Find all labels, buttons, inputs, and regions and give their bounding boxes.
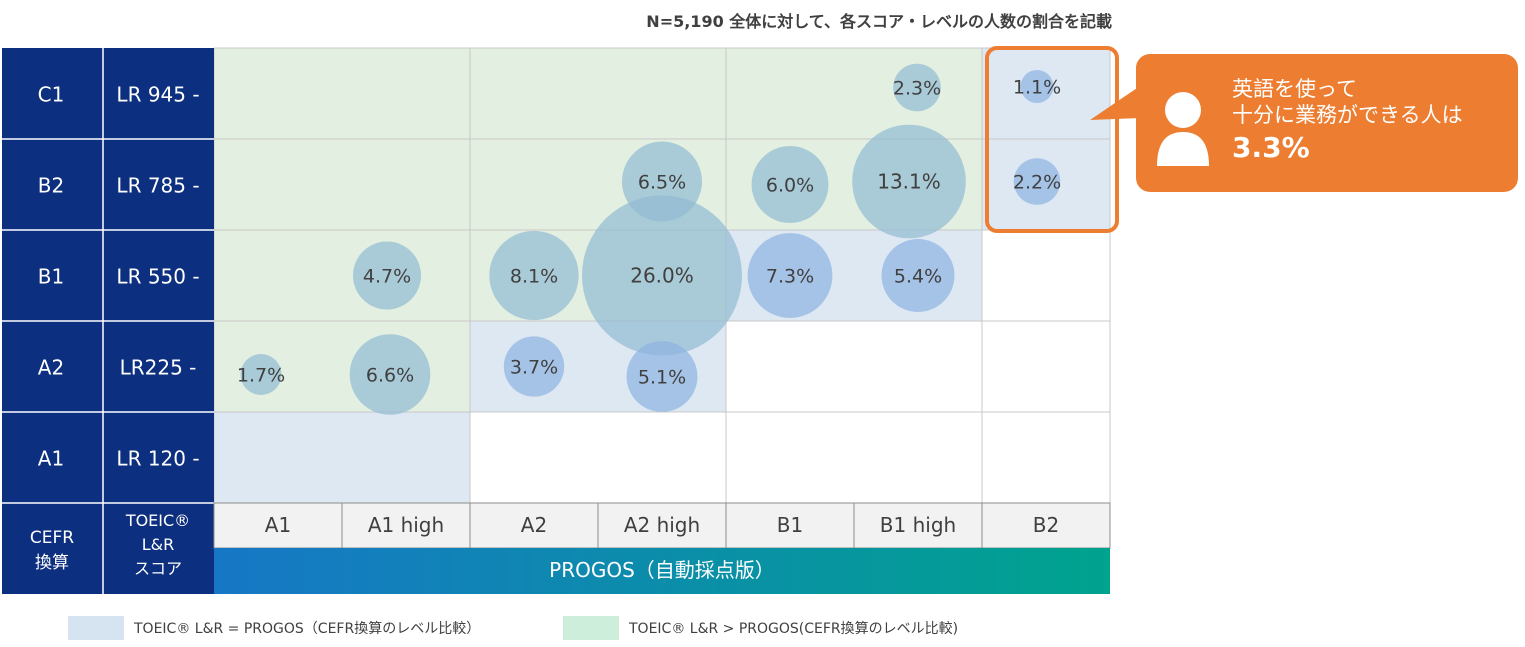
bubble-11: [240, 354, 282, 395]
corner-toeic-label-1: L&R: [142, 535, 175, 554]
x-tick-6: B2: [1033, 513, 1059, 537]
bubble-4: [852, 124, 966, 239]
legend-label-equal: TOEIC® L&R = PROGOS（CEFR換算のレベル比較）: [134, 621, 481, 637]
highlight-frame: [985, 46, 1119, 233]
bubble-label-12: 6.6%: [366, 365, 414, 387]
chart-note: N=5,190 全体に対して、各スコア・レベルの人数の割合を記載: [646, 12, 1112, 31]
corner-toeic-label-2: スコア: [134, 559, 182, 578]
bubble-12: [349, 334, 431, 415]
bubble-0: [893, 63, 941, 112]
x-tick-0: A1: [265, 513, 291, 537]
bubble-5: [1013, 158, 1061, 205]
bubble-label-2: 6.5%: [638, 172, 686, 194]
zone-equal-row-4: [214, 412, 470, 503]
bubble-13: [503, 336, 565, 397]
legend-item-equal: TOEIC® L&R = PROGOS（CEFR換算のレベル比較）: [68, 615, 480, 641]
callout-pointer: [1090, 86, 1140, 120]
legend-label-greater: TOEIC® L&R > PROGOS(CEFR換算のレベル比較): [629, 621, 959, 637]
x-cell-3: [597, 502, 727, 549]
callout-line-2: 十分に業務ができる人は: [1232, 103, 1463, 127]
legend-item-greater: TOEIC® L&R > PROGOS(CEFR換算のレベル比較): [563, 615, 958, 641]
callout-value: 3.3%: [1232, 131, 1310, 164]
bubble-3: [751, 146, 829, 223]
cefr-tick-1: B2: [38, 174, 64, 198]
x-cell-1: [341, 502, 471, 549]
callout-line-1: 英語を使って: [1232, 77, 1357, 101]
bubble-6: [352, 241, 422, 310]
bubble-label-3: 6.0%: [766, 175, 814, 197]
bubble-label-11: 1.7%: [237, 365, 285, 387]
cefr-tick-0: C1: [38, 83, 65, 107]
cefr-tick-2: B1: [38, 265, 64, 289]
x-cell-5: [853, 502, 983, 549]
toeic-tick-1: LR 785 -: [116, 174, 199, 198]
bubble-10: [881, 239, 955, 312]
bubble-label-13: 3.7%: [510, 357, 558, 379]
bubble-label-10: 5.4%: [894, 266, 942, 288]
bubble-1: [1020, 70, 1054, 103]
x-tick-4: B1: [777, 513, 803, 537]
legend-swatch-equal: [68, 616, 124, 640]
x-cell-6: [981, 502, 1111, 549]
x-cell-0: [213, 502, 343, 549]
legend-swatch-greater: [563, 616, 619, 640]
cefr-tick-4: A1: [38, 447, 64, 471]
cefr-tick-3: A2: [38, 356, 64, 380]
bubble-label-9: 7.3%: [766, 266, 814, 288]
x-tick-5: B1 high: [880, 513, 956, 537]
bubble-label-0: 2.3%: [893, 78, 941, 100]
callout-box: [1136, 54, 1518, 192]
toeic-tick-4: LR 120 -: [116, 447, 199, 471]
bubble-label-4: 13.1%: [877, 170, 941, 194]
bubble-label-8: 26.0%: [630, 264, 694, 288]
corner-toeic-label-0: TOEIC®: [125, 511, 190, 530]
bubble-label-7: 8.1%: [510, 266, 558, 288]
bubble-label-5: 2.2%: [1013, 172, 1061, 194]
bubble-7: [489, 230, 579, 321]
toeic-tick-0: LR 945 -: [116, 83, 199, 107]
x-tick-2: A2: [521, 513, 547, 537]
x-axis-title: PROGOS（自動採点版）: [549, 558, 775, 582]
bubble-label-6: 4.7%: [363, 266, 411, 288]
callout-text: 英語を使って 十分に業務ができる人は 3.3%: [1232, 76, 1463, 168]
bubble-9: [747, 233, 833, 318]
x-tick-1: A1 high: [368, 513, 444, 537]
bubble-label-1: 1.1%: [1013, 77, 1061, 99]
corner-cefr-label-1: 換算: [35, 553, 69, 573]
toeic-tick-2: LR 550 -: [116, 265, 199, 289]
zone-greater-row-0: [214, 48, 982, 139]
toeic-tick-3: LR225 -: [120, 356, 197, 380]
bubble-14: [626, 341, 698, 412]
person-icon-body: [1157, 132, 1209, 166]
bubble-label-14: 5.1%: [638, 367, 686, 389]
corner-cefr-label-0: CEFR: [30, 528, 74, 548]
x-cell-2: [469, 502, 599, 549]
person-icon: [1165, 92, 1201, 128]
x-tick-3: A2 high: [624, 513, 700, 537]
x-axis-title-band: [214, 548, 1110, 594]
bubble-8: [582, 195, 742, 356]
